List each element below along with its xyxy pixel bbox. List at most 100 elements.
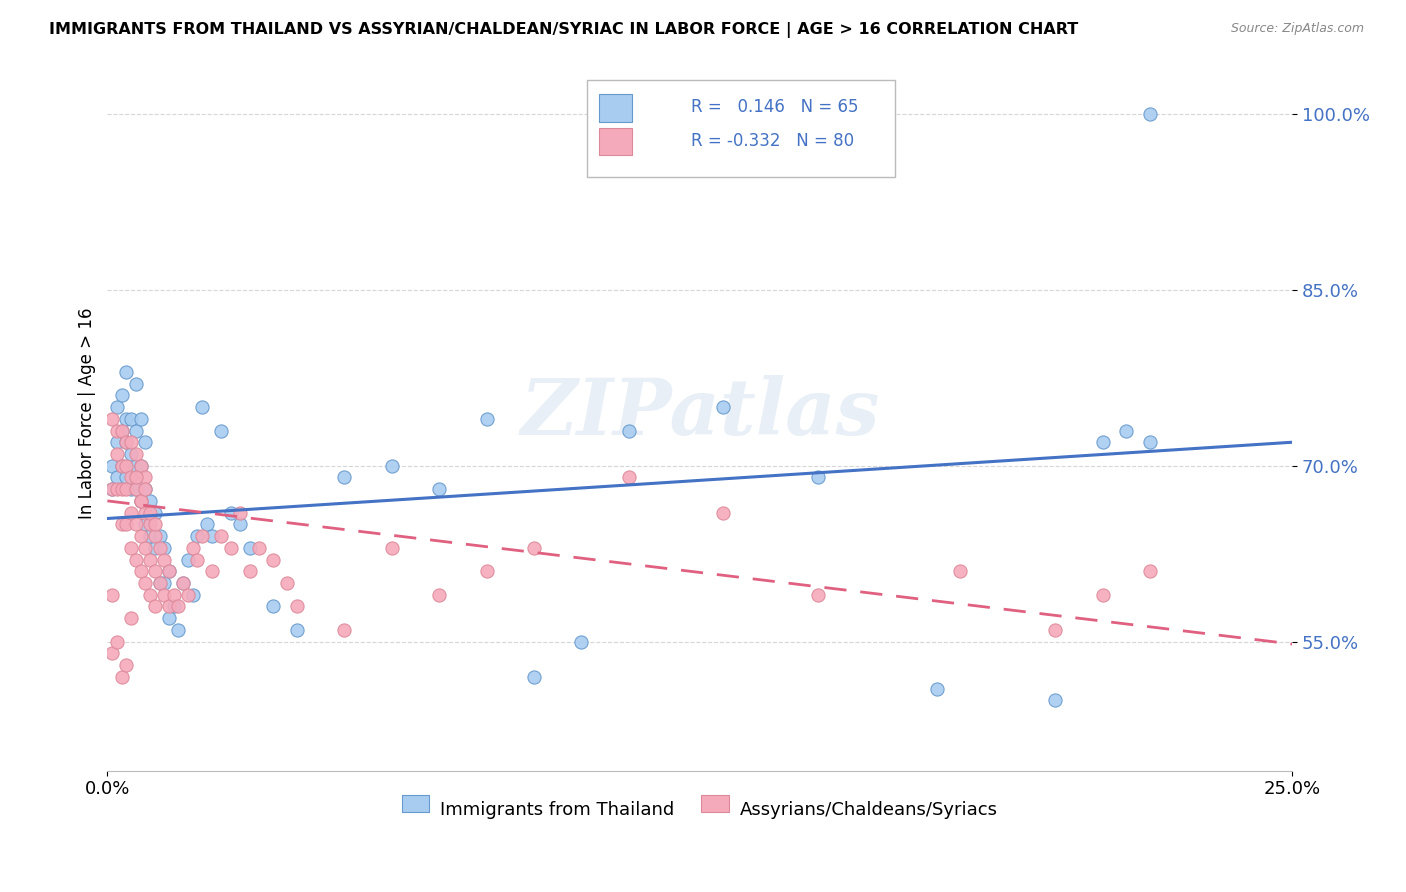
Point — [120, 470, 142, 484]
Y-axis label: In Labor Force | Age > 16: In Labor Force | Age > 16 — [79, 307, 96, 518]
Point — [523, 541, 546, 555]
Point — [285, 623, 308, 637]
Point — [110, 424, 132, 438]
Point — [219, 541, 242, 555]
Point — [333, 623, 356, 637]
Point — [115, 658, 138, 673]
Point — [129, 529, 152, 543]
Point — [153, 541, 176, 555]
Text: Source: ZipAtlas.com: Source: ZipAtlas.com — [1230, 22, 1364, 36]
Point — [134, 541, 156, 555]
Point — [125, 552, 148, 566]
Point — [134, 470, 156, 484]
Point — [125, 517, 148, 532]
Point — [157, 599, 180, 614]
Point — [115, 458, 138, 473]
Point — [125, 376, 148, 391]
Point — [125, 447, 148, 461]
Point — [262, 599, 284, 614]
Point — [167, 623, 190, 637]
Point — [172, 576, 194, 591]
Point — [157, 564, 180, 578]
Point — [134, 435, 156, 450]
Point — [143, 506, 166, 520]
Point — [139, 517, 162, 532]
Point — [129, 564, 152, 578]
Text: IMMIGRANTS FROM THAILAND VS ASSYRIAN/CHALDEAN/SYRIAC IN LABOR FORCE | AGE > 16 C: IMMIGRANTS FROM THAILAND VS ASSYRIAN/CHA… — [49, 22, 1078, 38]
Point — [120, 541, 142, 555]
Point — [139, 588, 162, 602]
Point — [139, 552, 162, 566]
Point — [177, 552, 200, 566]
Point — [110, 424, 132, 438]
Point — [523, 670, 546, 684]
Point — [110, 517, 132, 532]
Point — [129, 411, 152, 425]
Point — [105, 482, 128, 496]
Point — [191, 529, 214, 543]
Point — [157, 564, 180, 578]
Point — [153, 552, 176, 566]
Point — [172, 576, 194, 591]
Point — [475, 411, 498, 425]
Point — [807, 588, 830, 602]
Point — [285, 599, 308, 614]
Point — [427, 588, 450, 602]
Point — [209, 529, 232, 543]
Point — [143, 564, 166, 578]
Point — [129, 458, 152, 473]
Point — [134, 517, 156, 532]
Point — [238, 541, 260, 555]
Point — [101, 458, 124, 473]
Point — [120, 611, 142, 625]
Point — [139, 506, 162, 520]
Point — [1045, 623, 1067, 637]
Point — [148, 529, 170, 543]
FancyBboxPatch shape — [588, 80, 896, 177]
Point — [181, 541, 204, 555]
Point — [1139, 564, 1161, 578]
Point — [276, 576, 298, 591]
Point — [219, 506, 242, 520]
Point — [101, 646, 124, 660]
Point — [153, 576, 176, 591]
Point — [177, 588, 200, 602]
Point — [125, 482, 148, 496]
Point — [238, 564, 260, 578]
Point — [110, 388, 132, 402]
Point — [110, 458, 132, 473]
Point — [120, 482, 142, 496]
Point — [148, 576, 170, 591]
Point — [115, 482, 138, 496]
Point — [247, 541, 270, 555]
Point — [105, 424, 128, 438]
Point — [1139, 435, 1161, 450]
Point — [129, 494, 152, 508]
Point — [120, 411, 142, 425]
Point — [201, 529, 224, 543]
Point — [807, 470, 830, 484]
Point — [115, 435, 138, 450]
Point — [1045, 693, 1067, 707]
Point — [120, 447, 142, 461]
Point — [115, 365, 138, 379]
Point — [186, 529, 208, 543]
Point — [115, 517, 138, 532]
Point — [110, 458, 132, 473]
Point — [209, 424, 232, 438]
Point — [110, 482, 132, 496]
Point — [139, 494, 162, 508]
Point — [157, 611, 180, 625]
Legend: Immigrants from Thailand, Assyrians/Chaldeans/Syriacs: Immigrants from Thailand, Assyrians/Chal… — [395, 793, 1005, 826]
Point — [125, 458, 148, 473]
Point — [134, 482, 156, 496]
Point — [381, 541, 404, 555]
Point — [229, 506, 252, 520]
Point — [262, 552, 284, 566]
Point — [617, 470, 640, 484]
Point — [120, 435, 142, 450]
Point — [125, 470, 148, 484]
Point — [148, 541, 170, 555]
Point — [713, 400, 735, 414]
Point — [949, 564, 972, 578]
